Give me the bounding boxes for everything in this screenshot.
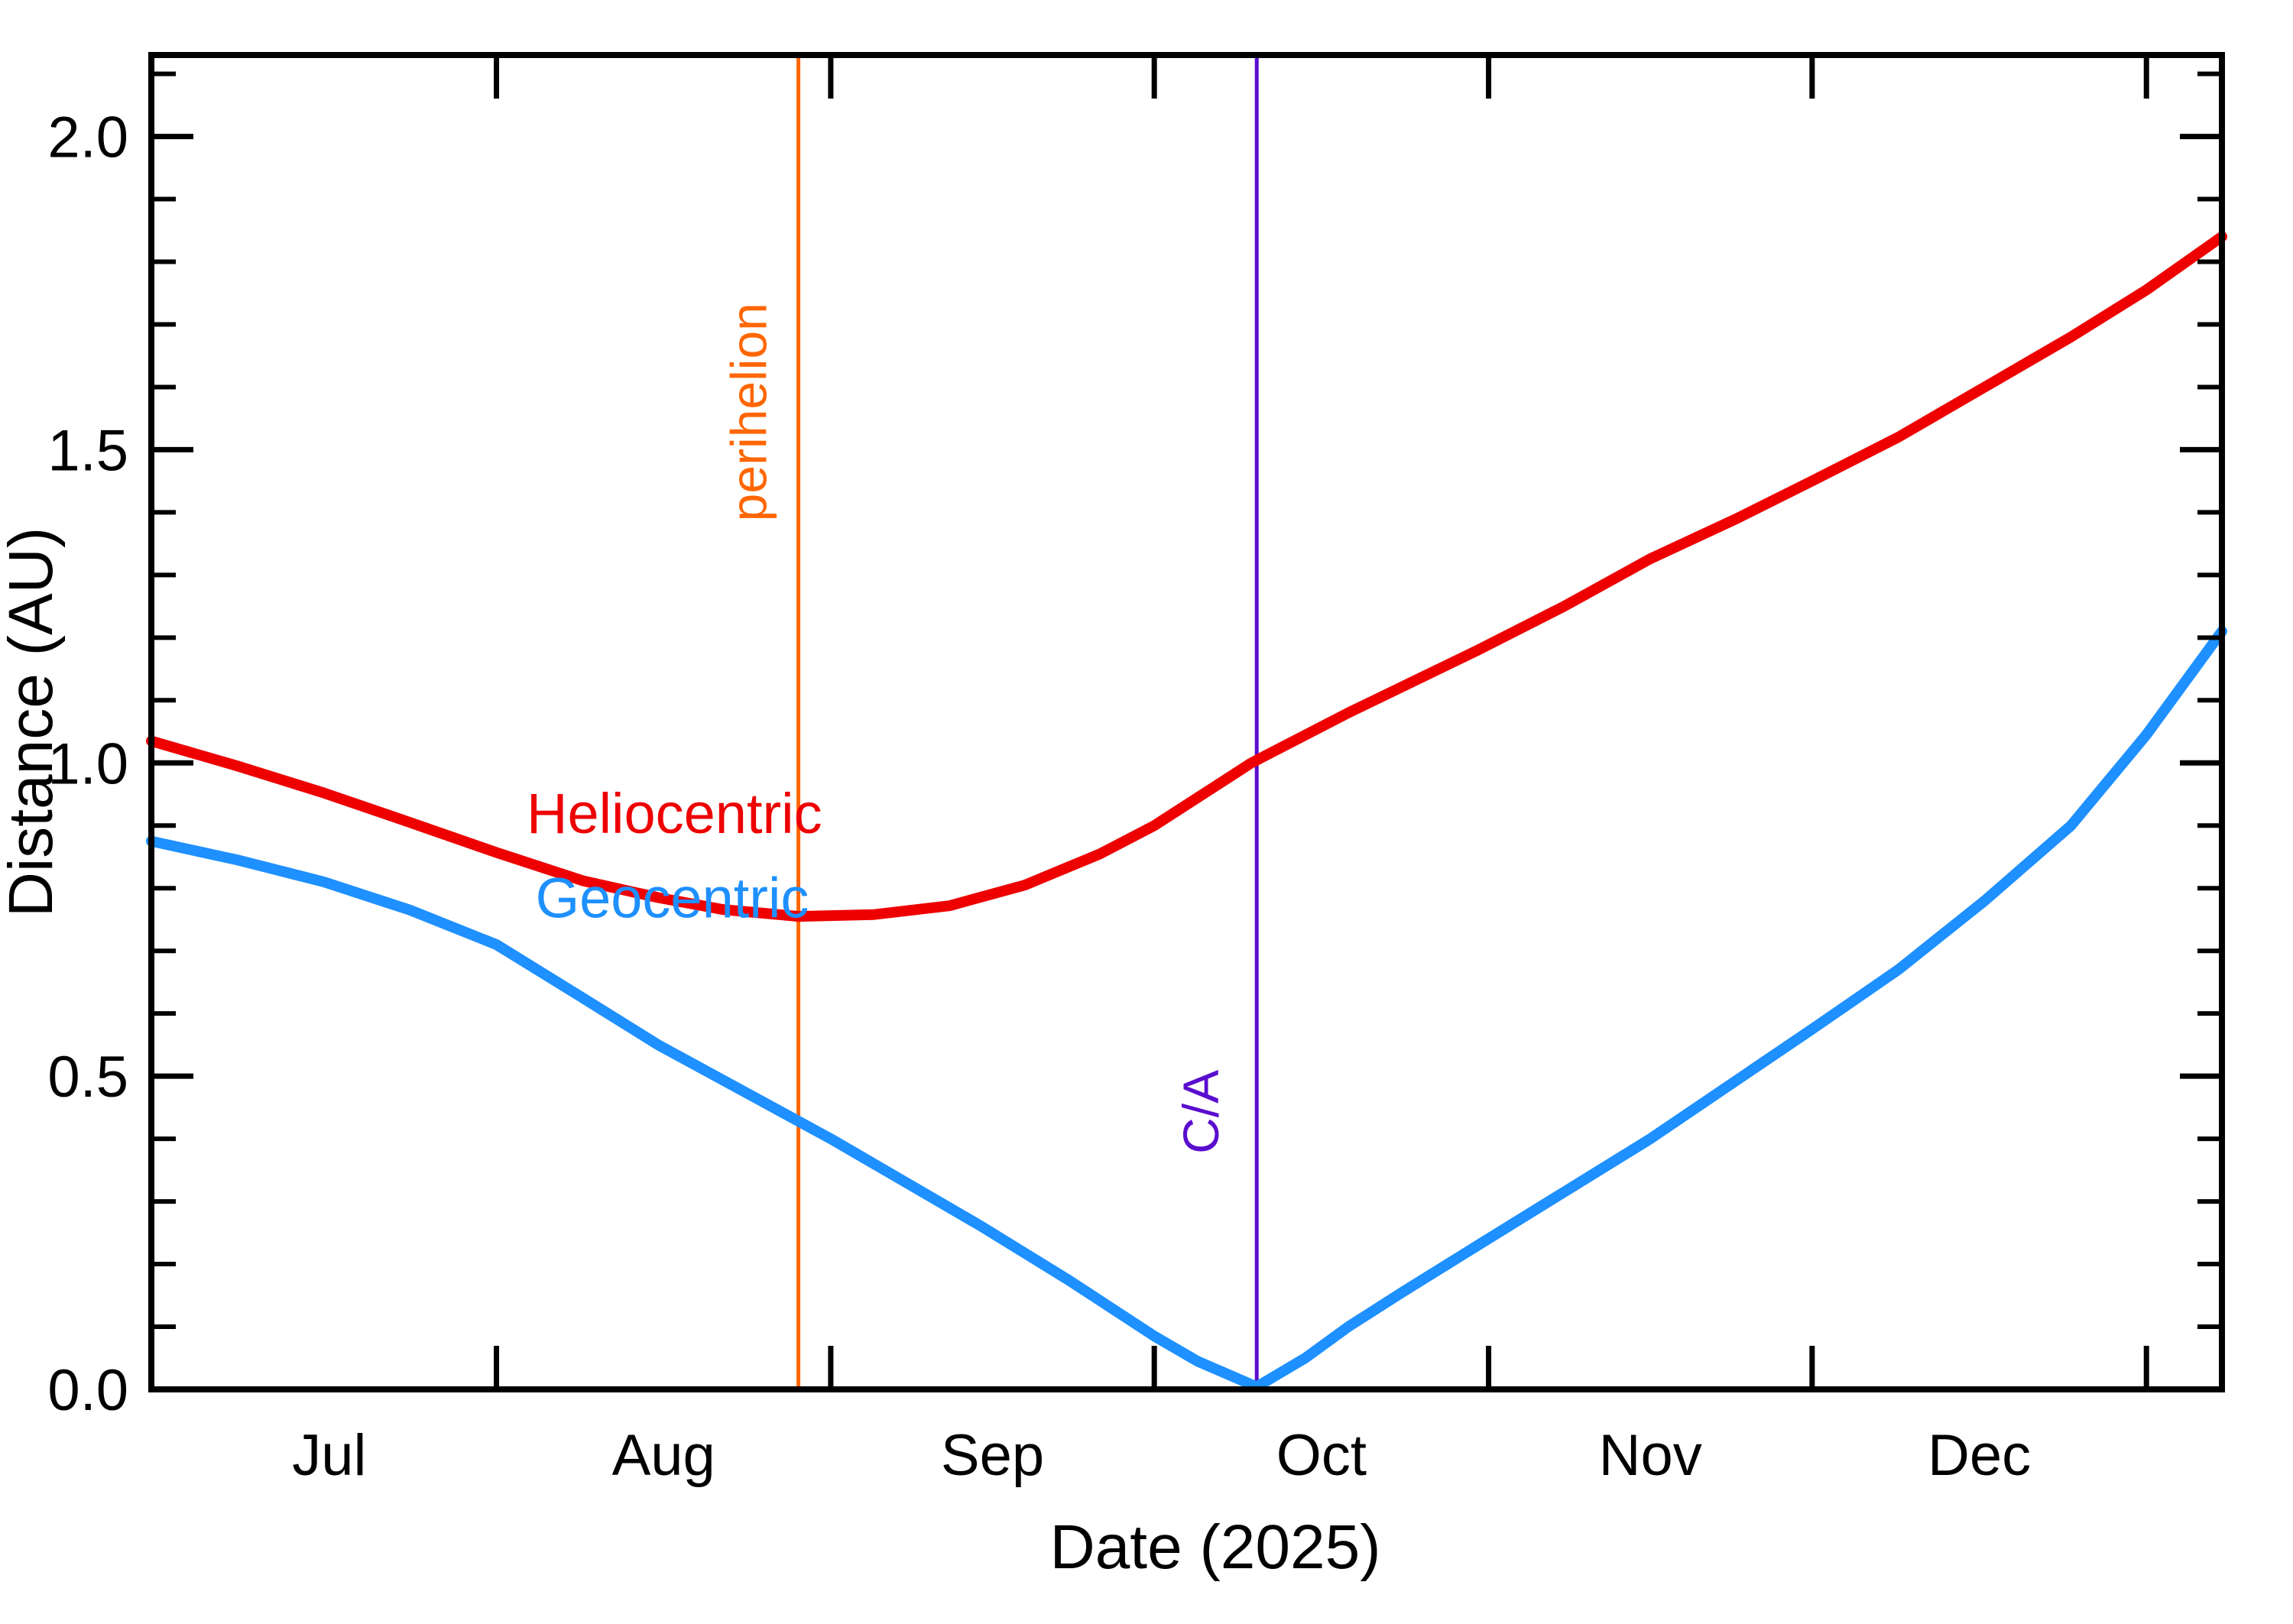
x-axis-title: Date (2025) [1049,1512,1380,1582]
heliocentric-curve [146,231,2227,922]
x-tick-label-oct: Oct [1276,1423,1367,1488]
x-tick-label-sep: Sep [941,1423,1044,1488]
close-approach-annotation-label: C/A [1172,1070,1229,1154]
geocentric-curve [146,626,2227,1392]
y-tick-label: 0.5 [47,1045,128,1110]
curves-layer [146,231,2227,1392]
annotation-lines-layer [796,55,1259,1389]
perihelion-annotation-label: perihelion [721,303,777,521]
y-tick-label: 1.0 [47,731,128,796]
x-tick-label-aug: Aug [612,1423,715,1488]
plot-frame [148,52,2225,1392]
x-tick-label-dec: Dec [1928,1423,2031,1488]
y-tick-label: 1.5 [47,418,128,483]
y-tick-label: 2.0 [47,105,128,170]
heliocentric-series-label: Heliocentric [527,782,822,845]
geocentric-series-label: Geocentric [536,867,809,930]
y-tick-label: 0.0 [47,1358,128,1423]
y-axis-title: Distance (AU) [0,527,66,917]
x-tick-label-nov: Nov [1599,1423,1702,1488]
tick-labels-layer: 0.0 0.5 1.0 1.5 2.0 Jul Aug Sep Oct Nov Dec [47,105,2031,1488]
x-tick-label-jul: Jul [292,1423,366,1488]
axes-layer [148,52,2225,1392]
